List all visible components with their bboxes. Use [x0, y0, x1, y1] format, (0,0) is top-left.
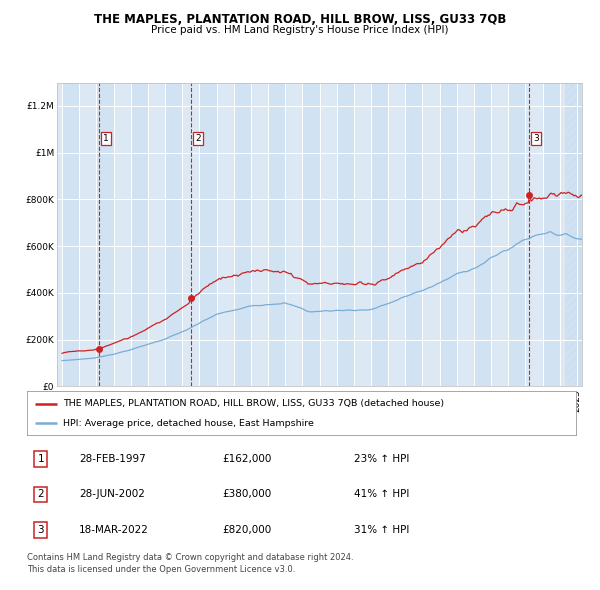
Text: 18-MAR-2022: 18-MAR-2022: [79, 525, 149, 535]
Text: 2: 2: [195, 134, 200, 143]
Bar: [302, 83, 320, 386]
Text: 41% ↑ HPI: 41% ↑ HPI: [353, 490, 409, 499]
Text: 2: 2: [37, 490, 44, 499]
Bar: [565, 83, 582, 386]
Bar: [405, 83, 422, 386]
Bar: [508, 83, 526, 386]
Bar: [234, 83, 251, 386]
Text: Price paid vs. HM Land Registry's House Price Index (HPI): Price paid vs. HM Land Registry's House …: [151, 25, 449, 35]
Bar: [199, 83, 217, 386]
Text: HPI: Average price, detached house, East Hampshire: HPI: Average price, detached house, East…: [62, 418, 314, 428]
Bar: [337, 83, 354, 386]
Text: 31% ↑ HPI: 31% ↑ HPI: [353, 525, 409, 535]
Bar: [577, 83, 594, 386]
Text: £380,000: £380,000: [222, 490, 271, 499]
Bar: [97, 83, 113, 386]
Text: £820,000: £820,000: [222, 525, 271, 535]
Bar: [371, 83, 388, 386]
Text: 1: 1: [37, 454, 44, 464]
Text: 3: 3: [37, 525, 44, 535]
Bar: [131, 83, 148, 386]
Bar: [165, 83, 182, 386]
Text: THE MAPLES, PLANTATION ROAD, HILL BROW, LISS, GU33 7QB (detached house): THE MAPLES, PLANTATION ROAD, HILL BROW, …: [62, 399, 444, 408]
Text: THE MAPLES, PLANTATION ROAD, HILL BROW, LISS, GU33 7QB: THE MAPLES, PLANTATION ROAD, HILL BROW, …: [94, 13, 506, 26]
Bar: [474, 83, 491, 386]
Text: Contains HM Land Registry data © Crown copyright and database right 2024.
This d: Contains HM Land Registry data © Crown c…: [27, 553, 353, 574]
Text: 28-FEB-1997: 28-FEB-1997: [79, 454, 146, 464]
Bar: [268, 83, 285, 386]
Bar: [542, 83, 560, 386]
Bar: [440, 83, 457, 386]
Text: 28-JUN-2002: 28-JUN-2002: [79, 490, 145, 499]
Text: £162,000: £162,000: [222, 454, 271, 464]
Bar: [62, 83, 79, 386]
Text: 23% ↑ HPI: 23% ↑ HPI: [353, 454, 409, 464]
Text: 3: 3: [533, 134, 539, 143]
Text: 1: 1: [103, 134, 109, 143]
